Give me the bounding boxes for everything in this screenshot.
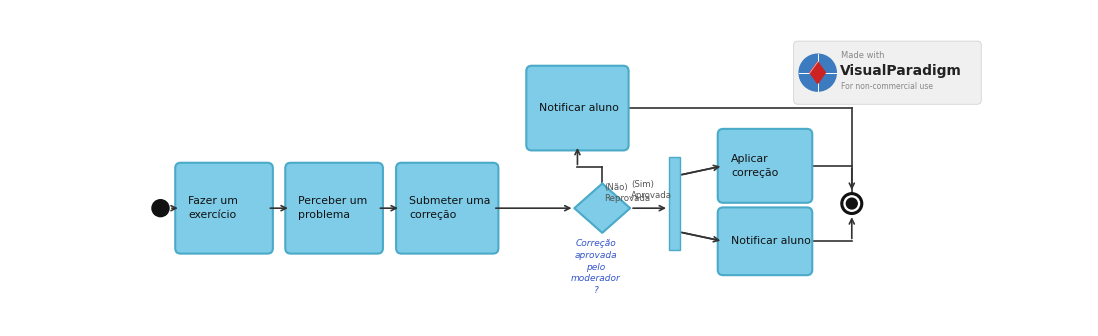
FancyBboxPatch shape xyxy=(526,66,628,151)
Text: VisualParadigm: VisualParadigm xyxy=(840,64,962,78)
Text: Made with: Made with xyxy=(841,51,885,60)
FancyBboxPatch shape xyxy=(718,207,813,275)
FancyBboxPatch shape xyxy=(669,157,680,250)
Text: Aplicar
correção: Aplicar correção xyxy=(731,154,778,178)
Circle shape xyxy=(152,200,169,217)
Text: For non-commercial use: For non-commercial use xyxy=(841,82,933,91)
Text: Notificar aluno: Notificar aluno xyxy=(731,236,810,246)
Circle shape xyxy=(841,193,863,214)
Circle shape xyxy=(844,196,860,211)
FancyBboxPatch shape xyxy=(794,41,982,104)
Text: Fazer um
exercício: Fazer um exercício xyxy=(189,196,238,220)
Text: (Não)
Reprovada: (Não) Reprovada xyxy=(605,183,651,203)
Text: Notificar aluno: Notificar aluno xyxy=(539,103,619,113)
Circle shape xyxy=(799,54,837,91)
Polygon shape xyxy=(810,62,826,83)
FancyBboxPatch shape xyxy=(285,163,383,254)
Text: Correção
aprovada
pelo
moderador
?: Correção aprovada pelo moderador ? xyxy=(571,239,621,295)
FancyBboxPatch shape xyxy=(176,163,273,254)
Text: Perceber um
problema: Perceber um problema xyxy=(299,196,368,220)
Text: Submeter uma
correção: Submeter uma correção xyxy=(410,196,491,220)
FancyBboxPatch shape xyxy=(718,129,813,203)
FancyBboxPatch shape xyxy=(396,163,498,254)
Text: (Sim)
Aprovada: (Sim) Aprovada xyxy=(631,180,672,201)
Polygon shape xyxy=(574,183,630,233)
Circle shape xyxy=(847,198,858,209)
